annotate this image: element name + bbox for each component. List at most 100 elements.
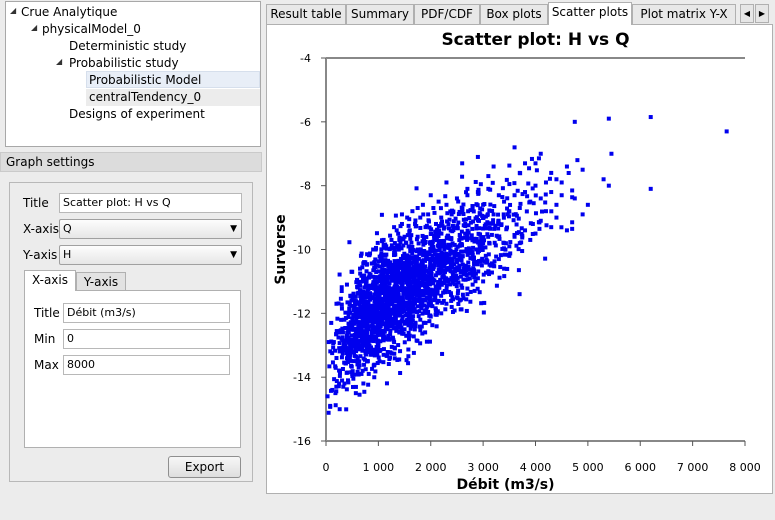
scatter-point	[392, 345, 397, 350]
scatter-point	[374, 231, 379, 236]
tree-item-designs-of-experiment[interactable]: Designs of experiment	[69, 107, 205, 121]
scatter-point	[371, 268, 376, 273]
scatter-point	[405, 317, 410, 322]
scatter-point	[519, 226, 524, 231]
scatter-point	[385, 350, 390, 355]
scatter-point	[409, 233, 414, 238]
tab-result-table[interactable]: Result table	[266, 4, 346, 24]
axis-title-input[interactable]: Débit (m3/s)	[63, 303, 230, 323]
tab-x-axis[interactable]: X-axis	[24, 270, 76, 291]
title-input[interactable]: Scatter plot: H vs Q	[59, 193, 242, 213]
scatter-point	[360, 341, 365, 346]
scatter-point	[433, 286, 438, 291]
scatter-point	[377, 348, 382, 353]
scatter-point	[437, 231, 442, 236]
scatter-point	[457, 232, 462, 237]
scatter-point	[477, 211, 482, 216]
tree-item-central-tendency[interactable]: centralTendency_0	[86, 89, 260, 106]
scatter-point	[362, 315, 367, 320]
scatter-point	[559, 180, 564, 185]
scatter-point	[475, 190, 480, 195]
scatter-point	[483, 259, 488, 264]
scatter-point	[399, 318, 404, 323]
scatter-point	[398, 286, 403, 291]
tab-scroll-left-icon[interactable]: ◀	[740, 4, 754, 23]
scatter-point	[377, 294, 382, 299]
tab-pdf-cdf[interactable]: PDF/CDF	[414, 4, 480, 24]
tab-summary[interactable]: Summary	[346, 4, 414, 24]
scatter-point	[465, 252, 470, 257]
tree-item-physical-model[interactable]: physicalModel_0	[42, 22, 141, 36]
scatter-point	[434, 324, 439, 329]
max-input[interactable]: 8000	[63, 355, 230, 375]
scatter-point	[406, 306, 411, 311]
scatter-point	[427, 319, 432, 324]
scatter-point	[399, 212, 404, 217]
scatter-point	[400, 282, 405, 287]
scatter-point	[352, 334, 357, 339]
scatter-point	[397, 357, 402, 362]
scatter-point	[336, 384, 341, 389]
scatter-point	[392, 241, 397, 246]
scatter-point	[347, 240, 352, 245]
scatter-point	[491, 218, 496, 223]
min-input[interactable]: 0	[63, 329, 230, 349]
scatter-point	[427, 275, 432, 280]
scatter-point	[368, 291, 373, 296]
y-axis-select[interactable]: H ▼	[59, 245, 242, 265]
tab-box-plots[interactable]: Box plots	[480, 4, 548, 24]
scatter-point	[554, 202, 559, 207]
scatter-point	[453, 216, 458, 221]
tree-item-probabilistic-model[interactable]: Probabilistic Model	[86, 71, 260, 88]
scatter-point	[420, 331, 425, 336]
scatter-point	[570, 188, 575, 193]
scatter-point	[326, 340, 331, 345]
scatter-point	[370, 366, 375, 371]
expand-arrow-icon[interactable]: ◢	[56, 57, 63, 66]
tab-scatter-plots[interactable]: Scatter plots	[548, 2, 632, 25]
scatter-point	[508, 240, 513, 245]
x-axis-select[interactable]: Q ▼	[59, 219, 242, 239]
expand-arrow-icon[interactable]: ◢	[31, 23, 38, 32]
scatter-point	[520, 233, 525, 238]
scatter-point	[455, 224, 460, 229]
scatter-point	[543, 209, 548, 214]
scatter-point	[485, 220, 490, 225]
scatter-point	[428, 257, 433, 262]
scatter-point	[338, 328, 343, 333]
scatter-chart[interactable]: Scatter plot: H vs Q 0 1 000 2 000 3 000 4 00…	[267, 25, 772, 493]
y-tick-label: -12	[293, 307, 311, 320]
tab-y-axis[interactable]: Y-axis	[76, 272, 126, 290]
scatter-point	[408, 286, 413, 291]
scatter-point	[366, 371, 371, 376]
scatter-point	[432, 298, 437, 303]
scatter-point	[341, 338, 346, 343]
scatter-point	[383, 280, 388, 285]
tree-item-root[interactable]: Crue Analytique	[21, 5, 118, 19]
scatter-point	[465, 292, 470, 297]
scatter-point	[412, 327, 417, 332]
scatter-point	[543, 200, 548, 205]
scatter-point	[389, 344, 394, 349]
scatter-point	[471, 209, 476, 214]
export-button[interactable]: Export	[168, 456, 241, 478]
scatter-point	[462, 264, 467, 269]
scatter-point	[570, 226, 575, 231]
expand-arrow-icon[interactable]: ◢	[10, 6, 17, 15]
scatter-point	[439, 239, 444, 244]
scatter-point	[384, 302, 389, 307]
scatter-point	[454, 260, 459, 265]
scatter-point	[601, 177, 606, 182]
scatter-point	[580, 212, 585, 217]
scatter-point	[402, 272, 407, 277]
scatter-point	[355, 356, 360, 361]
tab-plot-matrix[interactable]: Plot matrix Y-X	[632, 4, 736, 24]
study-tree[interactable]: ◢ Crue Analytique ◢ physicalModel_0 Dete…	[5, 1, 261, 147]
scatter-point	[414, 293, 419, 298]
scatter-point	[473, 271, 478, 276]
tree-item-deterministic-study[interactable]: Deterministic study	[69, 39, 187, 53]
scatter-point	[348, 348, 353, 353]
tree-item-probabilistic-study[interactable]: Probabilistic study	[69, 56, 179, 70]
y-tick-label: -4	[300, 52, 311, 65]
tab-scroll-right-icon[interactable]: ▶	[755, 4, 769, 23]
